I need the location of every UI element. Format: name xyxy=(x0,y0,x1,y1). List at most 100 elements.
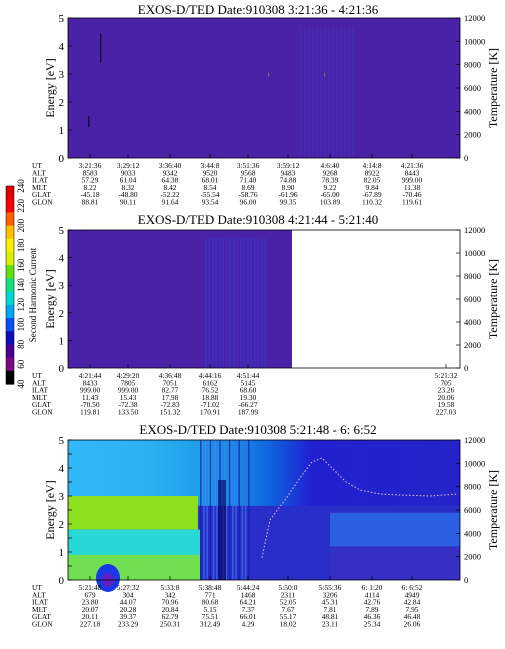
orbit-cell: 23.80 xyxy=(82,598,99,607)
orbit-cell: 227.03 xyxy=(436,408,457,417)
y-axis-right: 0 2000 4000 6000 8000 10000 12000 xyxy=(456,435,485,585)
orbit-cell: 999.00 xyxy=(80,386,101,395)
orbit-cell: 6: 1:20 xyxy=(362,583,383,592)
orbit-cell: 4:21:44 xyxy=(79,371,102,380)
orbit-table: UT 5:21:48 5:27:32 5:33:8 5:38:48 5:44:24 5:50… xyxy=(32,583,423,629)
orbit-cell: 57.29 xyxy=(82,176,99,185)
colorbar-tick-label: 60 xyxy=(16,359,26,369)
orbit-cell: -67.89 xyxy=(362,190,381,199)
orbit-cell: 3:59:12 xyxy=(277,161,300,170)
y-tick-label: 3 xyxy=(59,69,65,81)
colorbar-segment xyxy=(6,344,14,359)
y-right-tick-label: 12000 xyxy=(464,13,485,23)
orbit-cell: 18.88 xyxy=(202,393,219,402)
orbit-cell: 7.37 xyxy=(242,605,255,614)
x-axis xyxy=(89,576,413,580)
orbit-cell: 11.43 xyxy=(82,393,99,402)
y-right-tick-label: 10000 xyxy=(464,458,485,468)
orbit-cell: 771 xyxy=(204,590,215,599)
y-tick-label: 1 xyxy=(59,335,65,347)
orbit-cell: 5:38:48 xyxy=(199,583,222,592)
orbit-cell: 227.18 xyxy=(80,620,101,629)
orbit-cell: 187.99 xyxy=(238,408,259,417)
orbit-cell: 91.64 xyxy=(162,198,179,207)
orbit-cell: 18.02 xyxy=(280,620,297,629)
orbit-cell: 46.48 xyxy=(404,612,421,621)
orbit-cell: 7.95 xyxy=(406,605,419,614)
orbit-cell: 8583 xyxy=(83,168,98,177)
orbit-row-label: ILAT xyxy=(32,176,48,185)
orbit-row-label: UT xyxy=(32,371,42,380)
colorbar-segment xyxy=(6,370,14,385)
x-axis xyxy=(89,364,447,368)
y-axis-right: 0 2000 4000 6000 8000 10000 12000 xyxy=(456,225,485,373)
orbit-cell: 90.11 xyxy=(120,198,137,207)
orbit-cell: 26.06 xyxy=(404,620,421,629)
orbit-cell: 42.84 xyxy=(404,598,421,607)
orbit-cell: 9.84 xyxy=(366,183,379,192)
orbit-cell: -48.80 xyxy=(118,190,137,199)
spectrogram-panel-3: EXOS-D/TED Date:910308 5:21:48 - 6: 6:52… xyxy=(32,422,500,629)
orbit-cell: 8.32 xyxy=(122,183,135,192)
orbit-row-label: MLT xyxy=(32,605,47,614)
y-right-tick-label: 6000 xyxy=(464,294,481,304)
colorbar-segment xyxy=(6,225,14,240)
orbit-cell: 9268 xyxy=(323,168,338,177)
y-right-tick-label: 2000 xyxy=(464,552,481,562)
y-tick-label: 2 xyxy=(59,308,65,320)
orbit-cell: 5145 xyxy=(241,378,256,387)
orbit-cell: 64.38 xyxy=(162,176,179,185)
orbit-cell: 9342 xyxy=(163,168,178,177)
orbit-cell: 88.81 xyxy=(82,198,99,207)
y-axis-left: 0 1 2 3 4 5 xyxy=(59,13,72,165)
orbit-cell: 7051 xyxy=(163,378,178,387)
orbit-cell: 6: 6:52 xyxy=(402,583,423,592)
orbit-cell: 9483 xyxy=(281,168,296,177)
y-right-tick-label: 6000 xyxy=(464,505,481,515)
orbit-cell: 119.61 xyxy=(402,198,422,207)
orbit-cell: 61.04 xyxy=(120,176,137,185)
orbit-cell: 55.17 xyxy=(280,612,297,621)
orbit-cell: 3:21:36 xyxy=(79,161,102,170)
colorbar-tick-label: 160 xyxy=(16,258,26,272)
orbit-cell: 82.05 xyxy=(364,176,381,185)
orbit-cell: 4114 xyxy=(365,590,380,599)
orbit-cell: 62.79 xyxy=(162,612,179,621)
orbit-cell: 25.34 xyxy=(364,620,381,629)
y-right-tick-label: 6000 xyxy=(464,83,481,93)
orbit-cell: 9.22 xyxy=(324,183,337,192)
y-axis-left: 00.511.522.533.544.55 xyxy=(59,435,72,587)
orbit-cell: 82.77 xyxy=(162,386,179,395)
orbit-cell: 46.36 xyxy=(364,612,381,621)
orbit-row-label: UT xyxy=(32,161,42,170)
y-tick-label: 3 xyxy=(59,280,65,292)
y-axis-right-label: Temperature [K] xyxy=(486,48,500,128)
orbit-cell: 5:21:32 xyxy=(435,371,458,380)
orbit-cell: 170.91 xyxy=(200,408,221,417)
orbit-cell: -66.27 xyxy=(238,400,257,409)
orbit-cell: 78.39 xyxy=(322,176,339,185)
y-right-tick-label: 0 xyxy=(464,363,468,373)
orbit-cell: 3:29:12 xyxy=(117,161,140,170)
orbit-cell: 5:55:36 xyxy=(319,583,342,592)
orbit-cell: 999.00 xyxy=(402,176,423,185)
y-right-tick-label: 12000 xyxy=(464,225,485,235)
orbit-cell: 4:44:16 xyxy=(199,371,222,380)
orbit-cell: 8.90 xyxy=(282,183,295,192)
y-tick-label: 4 xyxy=(59,41,65,53)
colorbar-tick-label: 80 xyxy=(16,339,26,349)
orbit-cell: 679 xyxy=(84,590,95,599)
y-tick-label: 2 xyxy=(59,519,65,531)
colorbar-segment xyxy=(6,357,14,372)
orbit-cell: 5:50:0 xyxy=(279,583,298,592)
y-right-tick-label: 4000 xyxy=(464,528,481,538)
colorbar-frame xyxy=(5,185,15,385)
orbit-cell: 68.60 xyxy=(240,386,257,395)
colorbar-segment xyxy=(6,278,14,293)
colorbar-label: Second Harmonic Current xyxy=(28,247,38,342)
orbit-cell: 5:44:24 xyxy=(237,583,260,592)
orbit-cell: 7.67 xyxy=(282,605,295,614)
y-tick-label: 1 xyxy=(59,547,65,559)
orbit-cell: 71.40 xyxy=(240,176,257,185)
orbit-cell: 74.88 xyxy=(280,176,297,185)
